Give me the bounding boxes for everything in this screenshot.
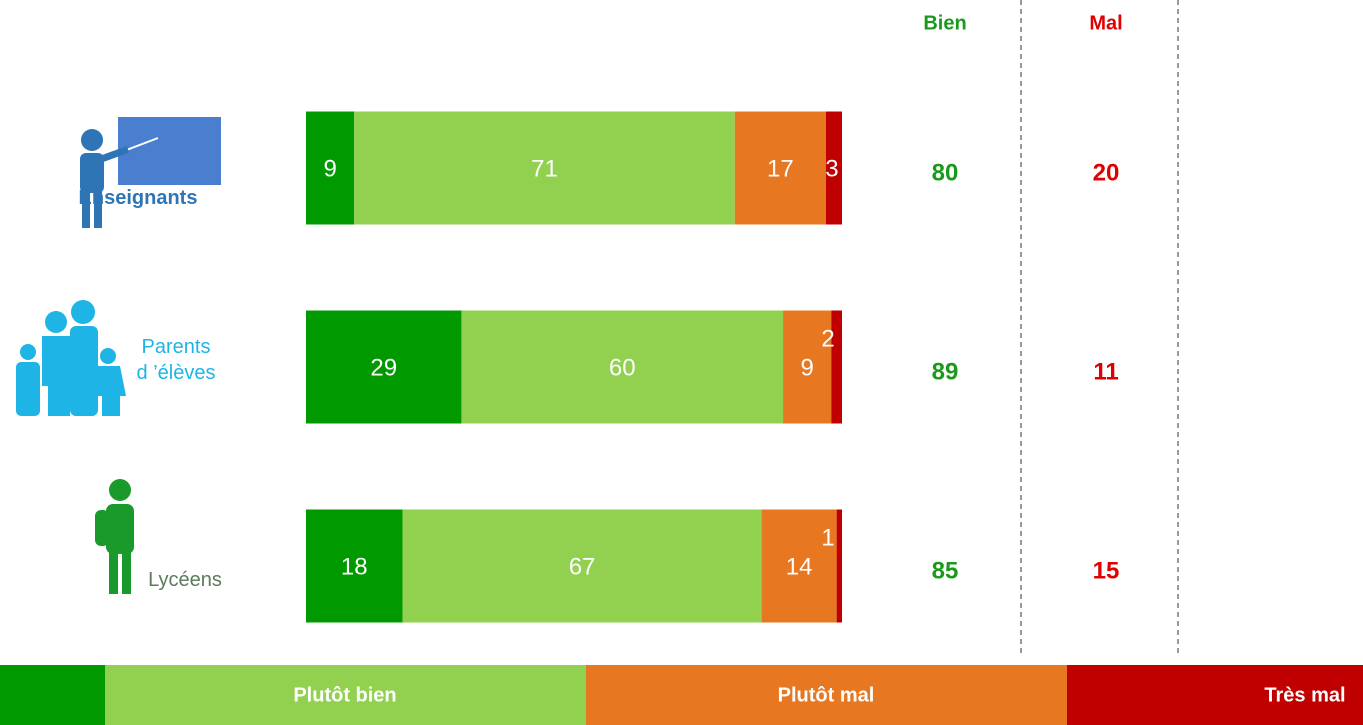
total-value: 11 [1093,358,1118,385]
student-leg [109,550,118,594]
value-label: 1 [821,524,834,551]
legend-swatch [1067,665,1363,725]
student-head [109,479,131,501]
bar-segment [734,111,826,225]
value-label: 60 [609,354,636,381]
category-label: Lycéens [148,569,222,591]
teacher-arm [98,145,130,163]
total-value: 89 [932,358,959,385]
parent-head [45,311,67,333]
bar-segment [825,111,842,225]
bar-segment [461,310,784,424]
teacher-board [118,117,221,185]
teacher-body [80,153,104,193]
total-value: 80 [932,159,959,186]
value-label: 29 [370,354,397,381]
parent-body [42,336,76,416]
student-body [106,504,134,554]
total-value: 85 [932,557,959,584]
value-label: 17 [767,155,794,182]
category-label: Enseignants [78,187,198,209]
parent-head [71,300,95,324]
value-label: 9 [800,354,813,381]
value-label: 14 [786,553,813,580]
child-head [20,344,36,360]
value-label: 9 [323,155,336,182]
bar-segment [402,509,762,623]
total-value: 15 [1093,557,1120,584]
student-leg [122,550,131,594]
teacher-leg [94,190,102,228]
child-head [100,348,116,364]
teacher-head [81,129,103,151]
parent-body [70,326,98,416]
value-label: 71 [531,155,558,182]
child-body [96,366,126,416]
legend-label: Très mal [1264,684,1345,706]
bar-segment [306,111,355,225]
bar-segment [836,509,842,623]
child-body [16,362,40,416]
bar-segment [306,509,403,623]
legend-label: Plutôt mal [778,684,875,706]
value-label: 2 [821,325,834,352]
bar-segment [783,310,832,424]
total-value: 20 [1093,159,1120,186]
value-label: 18 [341,553,368,580]
student-bag [95,510,109,546]
category-label: Parents d ’élèves [136,336,216,384]
bar-segment [761,509,837,623]
column-header: Bien [923,12,966,34]
legend-swatch [586,665,1067,725]
bar-segment [831,310,842,424]
legend-swatch [105,665,586,725]
legend-label: Plutôt bien [293,684,396,706]
column-header: Mal [1089,12,1122,34]
icons [16,117,221,594]
value-label: 3 [825,155,838,182]
value-label: 67 [569,553,596,580]
bar-segment [354,111,735,225]
legend-swatch [0,665,105,725]
teacher-leg [82,190,90,228]
bar-segment [306,310,462,424]
